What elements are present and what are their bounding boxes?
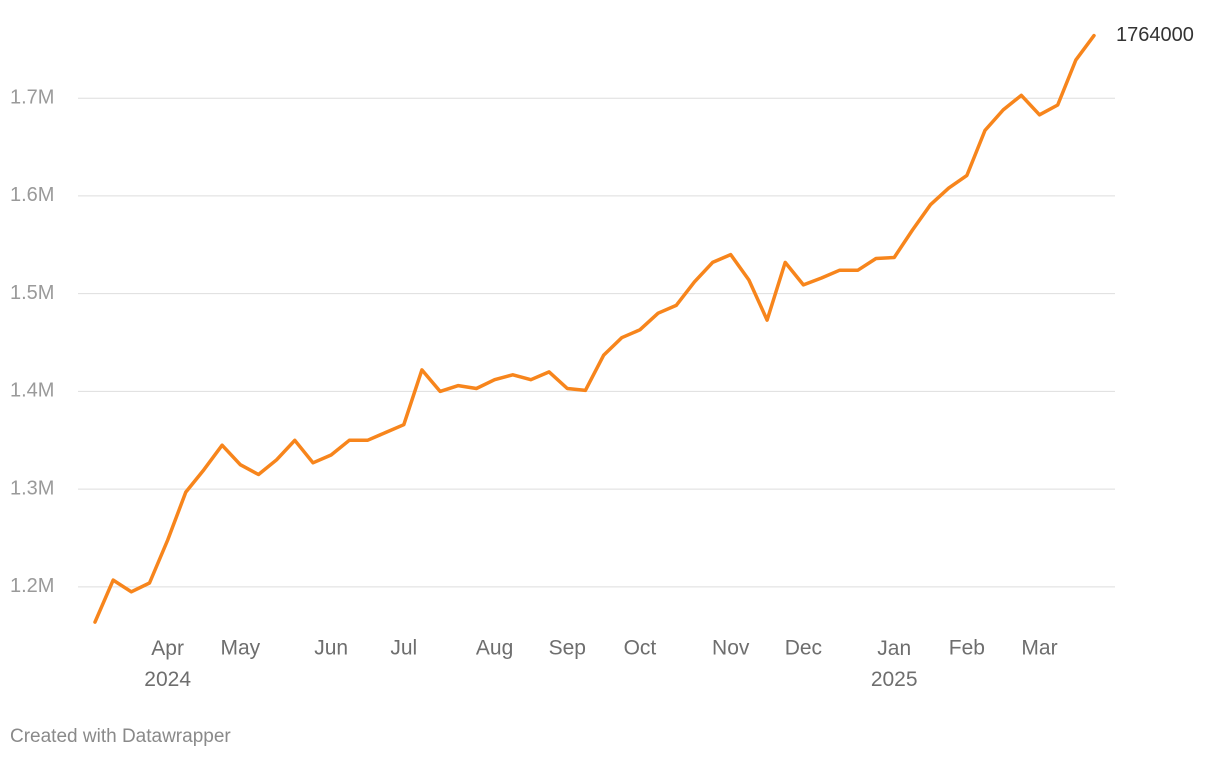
x-tick-label: Jan 2025 xyxy=(871,637,918,691)
line xyxy=(93,33,1096,624)
x-tick-label: Apr 2024 xyxy=(144,637,191,691)
x-tick-label: Feb xyxy=(949,637,985,660)
x-tick-label: Dec xyxy=(785,637,822,660)
credit: Created with Datawrapper xyxy=(10,726,231,747)
y-tick-label: 1.4M xyxy=(10,380,54,402)
x-tick-label: Sep xyxy=(549,637,586,660)
x-tick-label: Mar xyxy=(1021,637,1057,660)
y-tick-label: 1.6M xyxy=(10,184,54,206)
x-tick-label: Jun xyxy=(314,637,348,660)
y-tick-label: 1.7M xyxy=(10,86,54,108)
end-value-label: 1764000 xyxy=(1116,24,1194,46)
x-tick-label: Jul xyxy=(390,637,417,660)
x-tick-label: Oct xyxy=(624,637,657,660)
y-tick-label: 1.2M xyxy=(10,575,54,597)
y-tick-label: 1.3M xyxy=(10,477,54,499)
x-tick-label: Nov xyxy=(712,637,750,660)
x-tick-label: May xyxy=(220,637,260,660)
x-tick-label: Aug xyxy=(476,637,513,660)
y-tick-label: 1.5M xyxy=(10,282,54,304)
